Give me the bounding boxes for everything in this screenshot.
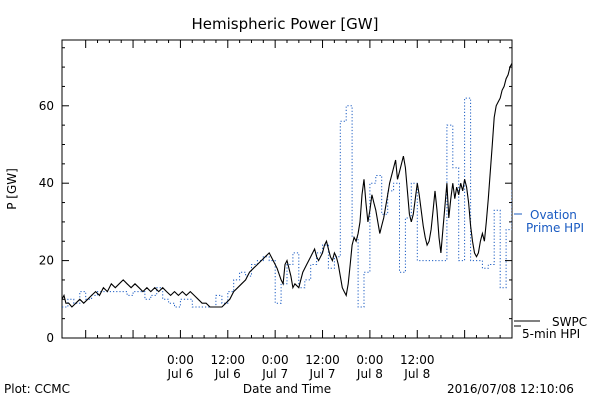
ovation-legend-label: Ovation <box>530 208 577 222</box>
y-axis-label: P [GW] <box>5 168 19 210</box>
swpc-series <box>62 62 512 308</box>
x-tick-date-label: Jul 7 <box>309 367 336 381</box>
x-tick-time-label: 0:00 <box>167 353 194 367</box>
x-tick-time-label: 12:00 <box>305 353 340 367</box>
chart-title: Hemispheric Power [GW] <box>192 15 379 33</box>
x-tick-time-label: 12:00 <box>400 353 435 367</box>
y-tick-label: 40 <box>39 176 54 190</box>
x-tick-date-label: Jul 6 <box>214 367 241 381</box>
x-axis-label: Date and Time <box>243 382 331 396</box>
y-axis: 0 20 40 60 <box>39 47 512 345</box>
x-tick-time-label: 0:00 <box>356 353 383 367</box>
y-tick-label: 20 <box>39 254 54 268</box>
swpc-legend-label: SWPC <box>552 315 587 329</box>
x-tick-date-label: Jul 8 <box>356 367 383 381</box>
ovation-legend-label-2: Prime HPI <box>526 221 584 235</box>
y-tick-label: 60 <box>39 99 54 113</box>
plot-credit: Plot: CCMC <box>4 382 70 396</box>
plot-timestamp: 2016/07/08 12:10:06 <box>447 382 574 396</box>
plot-frame <box>61 39 513 339</box>
hpi-legend-label: 5-min HPI <box>522 327 580 341</box>
x-tick-time-label: 0:00 <box>262 353 289 367</box>
x-tick-date-label: Jul 7 <box>261 367 288 381</box>
x-tick-date-label: Jul 8 <box>403 367 430 381</box>
x-tick-time-label: 12:00 <box>210 353 245 367</box>
ovation-prime-hpi-series <box>62 97 512 308</box>
y-tick-label: 0 <box>46 331 54 345</box>
x-tick-date-label: Jul 6 <box>166 367 193 381</box>
